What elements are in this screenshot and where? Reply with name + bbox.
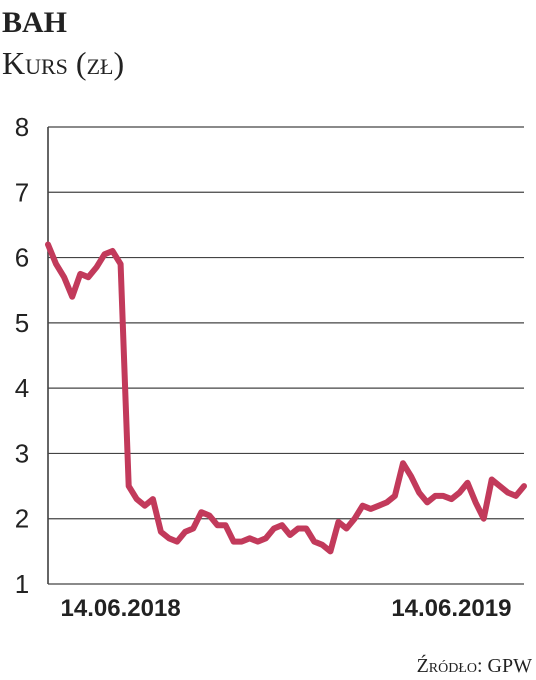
chart-subtitle: Kurs (zł) <box>2 45 124 81</box>
y-tick-label: 8 <box>15 112 29 142</box>
y-tick-label: 5 <box>15 308 29 338</box>
y-tick-label: 7 <box>15 177 29 207</box>
y-tick-label: 6 <box>15 243 29 273</box>
y-tick-label: 4 <box>15 373 29 403</box>
price-line <box>45 241 527 555</box>
y-tick-label: 1 <box>15 569 29 599</box>
chart-title: BAH <box>2 6 67 39</box>
x-tick-label: 14.06.2018 <box>61 595 181 622</box>
y-tick-label: 2 <box>15 504 29 534</box>
y-tick-label: 3 <box>15 438 29 468</box>
source: Źródło: GPW <box>417 654 533 677</box>
x-tick-label: 14.06.2019 <box>391 595 511 622</box>
